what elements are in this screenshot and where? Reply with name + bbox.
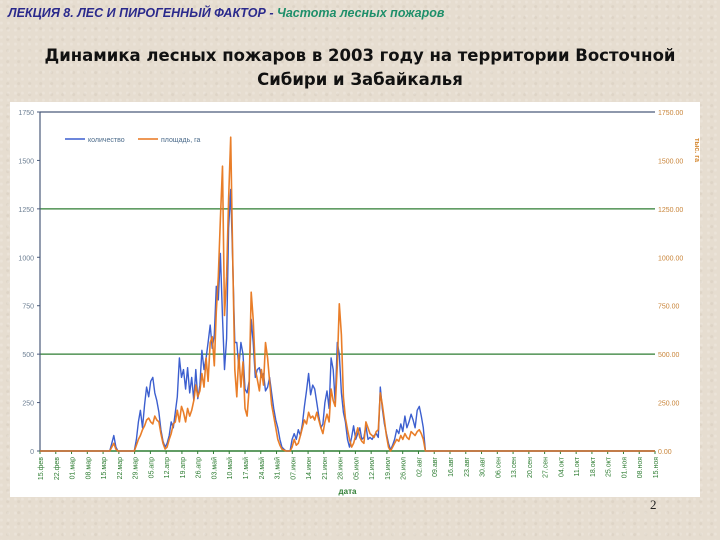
y-tick-label: 750 — [22, 304, 34, 311]
x-tick-label: 26.июл — [401, 457, 408, 480]
lecture-title: ЛЕКЦИЯ 8. ЛЕС И ПИРОГЕННЫЙ ФАКТОР — [8, 6, 266, 20]
chart-container: 0 250 500 750 1000 1250 1500 1750 0.00 250.00 500.… — [10, 102, 700, 497]
x-tick-label: 05.июл — [353, 457, 360, 480]
y2-tick-label: 1500.00 — [658, 158, 683, 165]
x-tick-label: 05.апр — [148, 457, 155, 478]
x-tick-label: 18.окт — [590, 456, 597, 477]
x-tick-label: 28.июн — [338, 457, 345, 480]
x-tick-label: 01.ноя — [621, 457, 628, 478]
lecture-topic: Частота лесных пожаров — [276, 6, 445, 20]
x-tick-label: 17.май — [242, 457, 250, 479]
y2-tick-label: 250.00 — [658, 401, 680, 408]
y2-tick-label: 1250.00 — [658, 207, 683, 214]
y-tick-label: 1250 — [18, 207, 34, 214]
x-tick-label: 12.июл — [369, 457, 376, 480]
x-tick-label: 11.окт — [574, 456, 581, 476]
x-tick-label: 07.июн — [290, 457, 297, 480]
x-tick-label: 09.авг — [432, 457, 439, 477]
x-tick-label: 10.май — [226, 457, 234, 479]
x-tick-label: 15.фев — [38, 457, 45, 480]
x-tick-label: 03.май — [210, 457, 218, 479]
x-tick-label: 13.сен — [511, 457, 518, 478]
slide-title-line2: Сибири и Забайкалья — [257, 70, 463, 89]
x-tick-label: 04.окт — [558, 456, 565, 477]
x-tick-label: 29.мар — [133, 457, 140, 479]
x-axis-title: дата — [339, 487, 357, 496]
x-tick-label: 15.ноя — [653, 457, 660, 478]
y-tick-label: 1500 — [18, 158, 34, 165]
x-tick-label: 19.апр — [180, 457, 187, 478]
x-tick-label: 26.апр — [196, 457, 203, 478]
x-tick-label: 22.мар — [117, 457, 124, 479]
line-chart: 0 250 500 750 1000 1250 1500 1750 0.00 250.00 500.… — [18, 110, 700, 496]
x-tick-label: 12.апр — [164, 457, 171, 478]
x-tick-label: 22.фев — [54, 457, 61, 480]
y2-tick-label: 500.00 — [658, 352, 680, 359]
legend-count-label: количество — [88, 137, 125, 144]
x-tick-label: 14.июн — [306, 457, 313, 480]
x-tick-label: 21.июн — [322, 457, 329, 480]
x-tick-label: 20.сен — [527, 457, 534, 478]
header-separator: - — [269, 6, 274, 20]
slide-title-line1: Динамика лесных пожаров в 2003 году на т… — [44, 46, 676, 65]
x-tick-label: 23.авг — [464, 457, 471, 477]
y-tick-label: 500 — [22, 352, 34, 359]
page-number: 2 — [650, 497, 657, 512]
y-tick-label: 1750 — [18, 110, 34, 117]
series-count-line — [40, 188, 655, 452]
legend-area-label: площадь, га — [161, 137, 201, 144]
x-tick-label: 02.авг — [416, 457, 423, 477]
series-area-line — [40, 136, 655, 452]
x-tick-label: 06.сен — [495, 457, 502, 478]
y2-tick-label: 1750.00 — [658, 110, 683, 117]
y2-tick-label: 750.00 — [658, 304, 680, 311]
y2-tick-label: 0.00 — [658, 449, 672, 456]
x-tick-label: 08.мар — [85, 457, 92, 479]
x-tick-label: 30.авг — [480, 457, 487, 477]
x-tick-label: 01.мар — [70, 457, 77, 479]
x-tick-label: 27.сен — [543, 457, 550, 478]
x-tick-label: 24.май — [258, 457, 266, 479]
x-tick-label: 08.ноя — [637, 457, 644, 478]
x-tick-label: 16.авг — [448, 457, 455, 477]
x-tick-label: 19.июл — [385, 457, 392, 480]
x-tick-label: 25.окт — [606, 456, 613, 477]
lecture-header: ЛЕКЦИЯ 8. ЛЕС И ПИРОГЕННЫЙ ФАКТОР - Част… — [8, 2, 444, 24]
y2-tick-label: 1000.00 — [658, 255, 683, 262]
x-tick-label: 31.май — [274, 457, 282, 479]
chart-legend: количество площадь, га — [65, 137, 201, 144]
y-tick-label: 1000 — [18, 255, 34, 262]
y2-axis-title: тыс. га — [693, 138, 700, 162]
slide-title: Динамика лесных пожаров в 2003 году на т… — [0, 44, 720, 92]
y-tick-label: 0 — [30, 449, 34, 456]
x-tick-label: 15.мар — [101, 457, 108, 479]
y-tick-label: 250 — [22, 401, 34, 408]
